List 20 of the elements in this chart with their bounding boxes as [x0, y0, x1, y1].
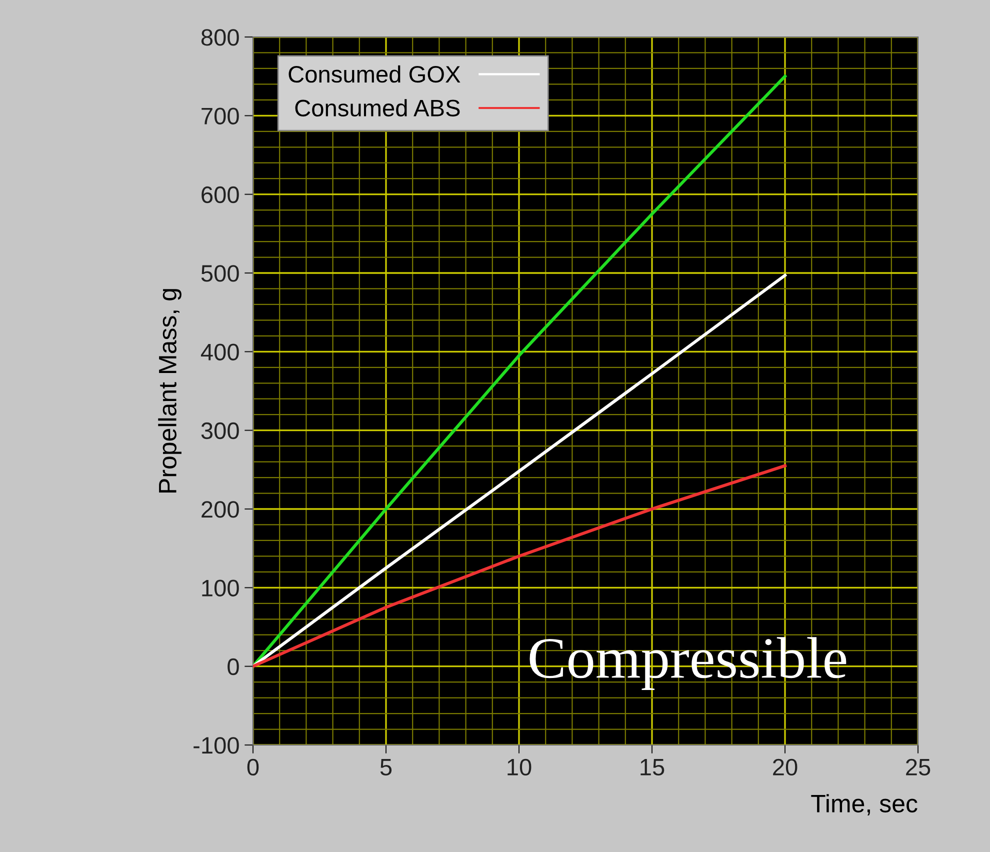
x-tick-label: 25: [906, 758, 930, 776]
y-tick-label: 600: [202, 186, 239, 204]
y-tick-label: 800: [201, 29, 239, 46]
y-tick-label: -100: [194, 737, 239, 754]
x-tick-label: 5: [380, 759, 392, 776]
y-tick-label: 700: [202, 108, 239, 124]
x-axis-title: Time, sec: [811, 794, 918, 816]
y-tick-label: 400: [200, 344, 239, 360]
x-tick-label: 0: [247, 758, 259, 776]
x-tick-label: 10: [508, 758, 532, 776]
x-tick-label: 15: [640, 759, 664, 776]
x-tick-label: 20: [773, 758, 798, 776]
y-tick-label: 100: [202, 580, 239, 596]
y-tick-label: 0: [228, 658, 239, 676]
y-axis-title: Propellant Mass, g: [158, 289, 182, 492]
legend-label: Consumed GOX: [288, 65, 460, 83]
y-tick-label: 500: [201, 265, 239, 282]
legend-label: Consumed ABS: [295, 99, 460, 116]
y-tick-label: 300: [201, 422, 239, 440]
y-tick-label: 200: [202, 501, 239, 518]
